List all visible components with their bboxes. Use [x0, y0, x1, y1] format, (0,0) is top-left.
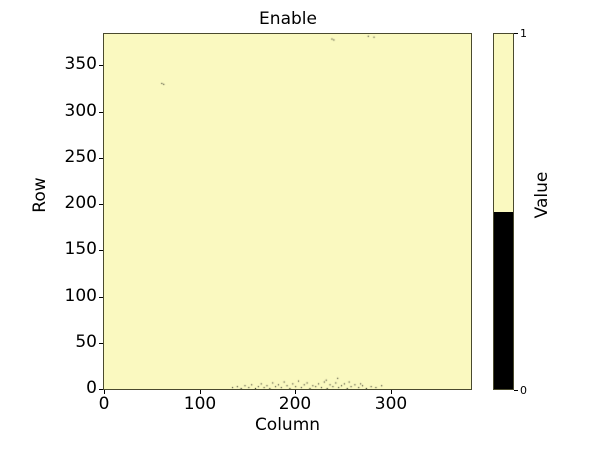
- y-tick-mark: [99, 204, 103, 205]
- colorbar-label: Value: [532, 171, 552, 219]
- y-tick-label: 100: [64, 286, 97, 306]
- x-tick-label: 300: [374, 394, 408, 414]
- heatmap-image: [104, 34, 471, 389]
- y-tick-mark: [99, 158, 103, 159]
- y-tick-label: 250: [64, 147, 97, 167]
- y-tick-mark: [99, 250, 103, 251]
- y-tick-label: 0: [86, 378, 97, 398]
- colorbar: [493, 33, 514, 390]
- page-title: Enable: [259, 9, 317, 29]
- y-tick-mark: [99, 343, 103, 344]
- x-tick-label: 200: [278, 394, 312, 414]
- x-tick-mark: [391, 390, 392, 394]
- y-tick-mark: [99, 112, 103, 113]
- x-tick-mark: [200, 390, 201, 394]
- y-axis-label: Row: [30, 177, 50, 213]
- colorbar-segment-high: [494, 34, 513, 212]
- y-tick-label: 350: [64, 54, 97, 74]
- y-tick-label: 50: [75, 332, 97, 352]
- y-tick-mark: [99, 389, 103, 390]
- y-tick-label: 150: [64, 239, 97, 259]
- x-axis-label: Column: [254, 415, 321, 435]
- colorbar-segment-low: [494, 212, 513, 389]
- heatmap-plot-area: [103, 33, 472, 390]
- colorbar-tick-label: 0: [520, 384, 527, 397]
- y-tick-mark: [99, 65, 103, 66]
- x-tick-mark: [295, 390, 296, 394]
- colorbar-tick-mark: [514, 390, 518, 391]
- y-tick-label: 200: [64, 193, 97, 213]
- y-tick-label: 300: [64, 101, 97, 121]
- y-tick-mark: [99, 297, 103, 298]
- x-tick-mark: [104, 390, 105, 394]
- x-tick-label: 0: [98, 394, 110, 414]
- colorbar-tick-mark: [514, 33, 518, 34]
- colorbar-tick-label: 1: [520, 27, 527, 40]
- x-tick-label: 100: [183, 394, 217, 414]
